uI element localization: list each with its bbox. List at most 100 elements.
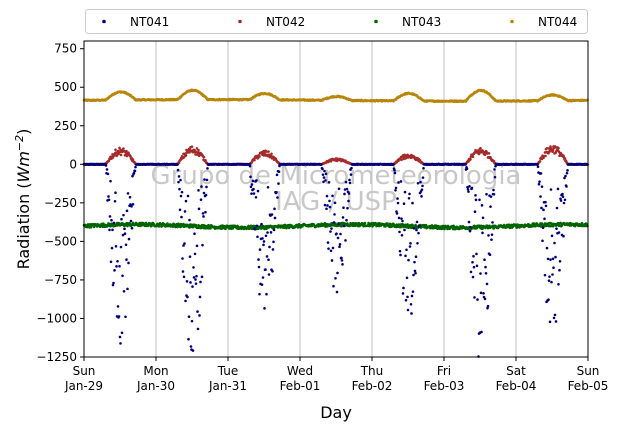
nt041-point: [194, 282, 198, 285]
nt041-point: [392, 163, 395, 166]
y-tick-label: 750: [54, 42, 77, 56]
nt041-point: [554, 255, 557, 259]
nt041-point: [182, 244, 185, 247]
nt041-point: [195, 274, 198, 278]
nt041-point: [187, 337, 190, 341]
nt041-point: [198, 314, 201, 317]
nt041-point: [186, 194, 190, 198]
nt041-point: [465, 167, 469, 171]
nt041-point: [489, 195, 493, 198]
nt041-point: [467, 220, 471, 224]
y-tick-label: 0: [69, 157, 77, 171]
x-tick-label-day: Thu: [360, 364, 384, 378]
nt041-point: [258, 248, 262, 251]
nt041-point: [271, 248, 275, 251]
nt041-point: [275, 190, 278, 194]
nt041-point: [107, 198, 111, 202]
nt041-point: [418, 224, 421, 228]
x-tick-label-date: Feb-03: [424, 379, 465, 393]
nt041-point: [548, 320, 552, 324]
nt041-point: [341, 263, 344, 266]
nt042-point: [270, 152, 273, 156]
nt041-point: [338, 243, 342, 246]
nt041-point: [555, 227, 558, 230]
nt041-point: [558, 268, 561, 272]
nt041-point: [189, 281, 192, 284]
nt041-point: [413, 269, 417, 273]
nt041-point: [107, 195, 110, 198]
nt041-point: [326, 204, 329, 207]
nt041-point: [126, 192, 130, 195]
nt042-point: [197, 148, 200, 152]
nt041-point: [561, 195, 565, 198]
nt041-point: [475, 252, 478, 256]
legend-label-nt042: NT042: [266, 15, 305, 29]
nt041-point: [109, 179, 112, 183]
nt041-point: [199, 198, 203, 201]
nt041-point: [325, 194, 329, 198]
nt041-point: [257, 265, 261, 269]
nt041-point: [345, 187, 349, 191]
nt041-point: [414, 271, 417, 275]
x-tick-label-date: Feb-05: [568, 379, 609, 393]
nt041-point: [193, 232, 196, 236]
nt041-point: [114, 191, 117, 194]
nt041-point: [565, 185, 568, 188]
nt041-point: [485, 192, 488, 196]
nt041-point: [488, 253, 492, 257]
nt041-point: [252, 192, 256, 195]
nt042-point: [549, 145, 552, 148]
nt041-point: [563, 198, 567, 202]
nt042-point: [195, 147, 199, 150]
nt041-point: [336, 236, 340, 240]
nt041-point: [270, 213, 274, 216]
nt041-point: [344, 180, 348, 184]
nt041-point: [132, 171, 136, 175]
y-tick-label: 250: [54, 119, 77, 133]
nt041-point: [179, 178, 182, 182]
nt041-point: [333, 213, 336, 216]
nt041-point: [277, 182, 280, 185]
nt041-point: [405, 276, 409, 280]
nt043-point: [209, 227, 212, 230]
nt041-point: [323, 169, 326, 173]
nt041-point: [551, 257, 555, 261]
nt041-point: [111, 283, 115, 287]
nt041-point: [267, 258, 270, 262]
nt041-point: [186, 295, 189, 299]
nt042-point: [122, 147, 125, 150]
nt041-point: [409, 242, 412, 245]
nt041-point: [401, 219, 404, 223]
nt041-point: [337, 187, 341, 191]
nt041-point: [324, 172, 328, 176]
nt041-point: [329, 230, 332, 233]
nt041-point: [539, 195, 542, 198]
nt041-point: [201, 212, 205, 215]
nt041-point: [262, 243, 265, 247]
nt041-point: [563, 176, 566, 180]
nt041-point: [397, 216, 401, 220]
nt041-point: [330, 227, 333, 230]
nt041-point: [485, 282, 489, 286]
nt041-point: [421, 184, 424, 188]
nt043-point: [580, 221, 584, 225]
y-tick-label: −250: [44, 196, 77, 210]
nt041-point: [416, 181, 420, 185]
nt041-point: [544, 200, 547, 204]
nt041-point: [412, 273, 415, 277]
nt041-point: [557, 231, 561, 234]
x-tick-label-date: Jan-30: [136, 379, 175, 393]
nt043-point: [443, 227, 446, 231]
nt041-point: [333, 201, 337, 205]
legend-marker-nt043: [374, 19, 378, 24]
nt041-point: [336, 271, 339, 275]
nt041-point: [129, 219, 133, 223]
nt041-point: [474, 198, 478, 202]
nt041-point: [192, 266, 195, 269]
nt041-point: [176, 163, 179, 166]
nt041-point: [539, 172, 543, 175]
nt042-point: [538, 159, 542, 163]
nt042-point: [487, 152, 491, 155]
nt041-point: [201, 243, 204, 247]
nt041-point: [550, 234, 554, 238]
